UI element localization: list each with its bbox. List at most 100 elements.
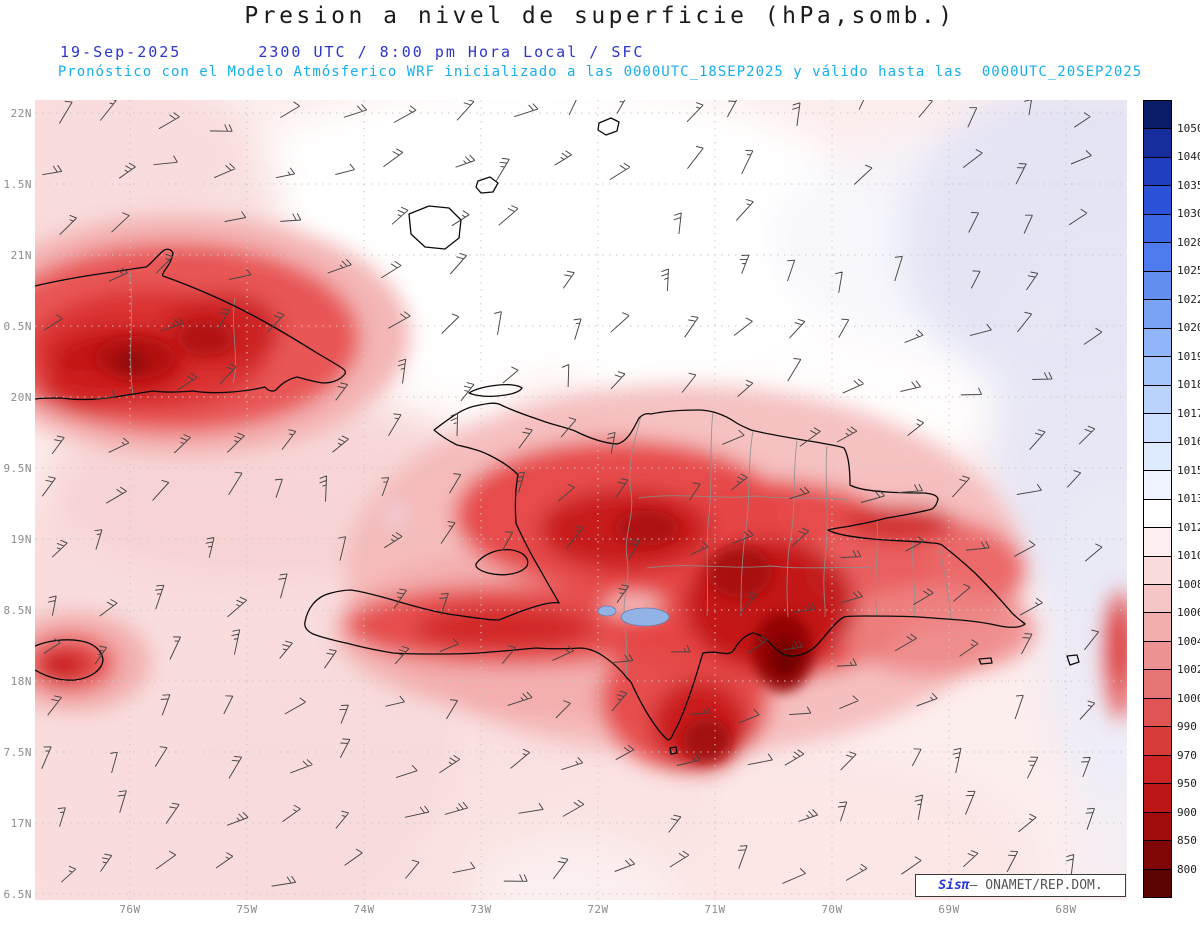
colorbar-segment — [1144, 385, 1171, 415]
lon-tick-label: 73W — [470, 903, 492, 916]
colorbar-segment — [1144, 584, 1171, 614]
colorbar-value: 1050 — [1177, 121, 1200, 135]
lon-tick-label: 76W — [119, 903, 141, 916]
lon-tick-label: 68W — [1055, 903, 1077, 916]
colorbar-value: 1013 — [1177, 492, 1200, 505]
lat-tick-label: 6.5N — [3, 888, 32, 901]
wind-barbs — [41, 100, 1103, 887]
colorbar-value: 1016 — [1177, 435, 1200, 448]
pressure-map — [35, 100, 1127, 900]
brand-separator: – — [969, 878, 986, 893]
colorbar-value: 1000 — [1177, 691, 1200, 705]
lon-tick-label: 69W — [938, 903, 960, 916]
pressure-shading-cores — [95, 320, 813, 762]
colorbar — [1143, 100, 1172, 898]
colorbar-segment — [1144, 698, 1171, 728]
colorbar-segment — [1144, 499, 1171, 529]
colorbar-segment — [1144, 755, 1171, 785]
colorbar-value: 850 — [1177, 834, 1197, 847]
colorbar-segment — [1144, 300, 1171, 329]
lat-tick-label: 0.5N — [3, 320, 32, 333]
colorbar-segment — [1144, 271, 1171, 301]
forecast-line: Pronóstico con el Modelo Atmósferico WRF… — [57, 64, 1143, 80]
colorbar-segment — [1144, 243, 1171, 272]
colorbar-segment — [1144, 129, 1171, 158]
beata-island — [669, 746, 678, 755]
colorbar-segment — [1144, 784, 1171, 813]
colorbar-segment — [1144, 556, 1171, 585]
colorbar-segment — [1144, 214, 1171, 244]
lat-tick-label: 8.5N — [3, 604, 32, 617]
gonave-island — [475, 549, 529, 576]
datetime-line: 19-Sep-2025 2300 UTC / 8:00 pm Hora Local… — [60, 43, 644, 61]
colorbar-value: 1004 — [1177, 634, 1200, 648]
lat-tick-label: 1.5N — [3, 178, 32, 191]
coastlines — [35, 117, 1080, 755]
brand-org: ONAMET/REP.DOM. — [985, 878, 1103, 893]
colorbar-value: 1018 — [1177, 378, 1200, 391]
colorbar-value: 1008 — [1177, 577, 1200, 591]
lat-tick-label: 17N — [10, 817, 32, 830]
chart-title: Presion a nivel de superficie (hPa,somb.… — [244, 3, 956, 29]
colorbar-segment — [1144, 101, 1171, 130]
brand-box: Sisπ– ONAMET/REP.DOM. — [915, 874, 1126, 897]
lakes — [597, 605, 670, 627]
turks-island — [597, 117, 620, 136]
colorbar-segment — [1144, 157, 1171, 187]
province-borders — [129, 271, 952, 679]
lon-tick-label: 70W — [821, 903, 843, 916]
colorbar-segment — [1144, 841, 1171, 870]
colorbar-segment — [1144, 869, 1171, 898]
colorbar-value: 1030 — [1177, 207, 1200, 220]
colorbar-segment — [1144, 528, 1171, 557]
colorbar-value: 1002 — [1177, 663, 1200, 676]
wind-barb-field — [41, 100, 1103, 887]
colorbar-segment — [1144, 727, 1171, 756]
lat-tick-label: 22N — [10, 107, 32, 120]
colorbar-segment — [1144, 328, 1171, 358]
colorbar-segment — [1144, 471, 1171, 500]
lat-tick-label: 21N — [10, 249, 32, 262]
colorbar-value: 1006 — [1177, 606, 1200, 619]
colorbar-segment — [1144, 812, 1171, 842]
colorbar-value: 1025 — [1177, 264, 1200, 277]
colorbar-value: 800 — [1177, 862, 1197, 876]
lat-tick-label: 19N — [10, 533, 32, 546]
great-inagua-island — [408, 205, 462, 250]
etang-saumatre — [597, 605, 617, 617]
colorbar-value: 1019 — [1177, 349, 1200, 363]
jamaica-coastline — [35, 639, 104, 681]
cuba-coastline — [35, 248, 347, 401]
mona-island — [1066, 654, 1080, 666]
lat-tick-label: 20N — [10, 391, 32, 404]
colorbar-value: 1012 — [1177, 520, 1200, 534]
colorbar-value: 970 — [1177, 748, 1197, 762]
little-inagua-island — [475, 176, 499, 194]
colorbar-value: 900 — [1177, 805, 1197, 819]
lat-tick-label: 7.5N — [3, 746, 32, 759]
time-text: 2300 UTC / 8:00 pm Hora Local / SFC — [258, 43, 645, 61]
lake-enriquillo — [620, 607, 670, 627]
lon-tick-label: 71W — [704, 903, 726, 916]
colorbar-value: 1010 — [1177, 549, 1200, 562]
colorbar-value: 1040 — [1177, 150, 1200, 163]
colorbar-value: 1035 — [1177, 178, 1200, 192]
colorbar-segment — [1144, 670, 1171, 699]
tortue-island — [468, 383, 523, 398]
date-text: 19-Sep-2025 — [60, 43, 182, 61]
saona-island — [978, 657, 993, 665]
colorbar-segment — [1144, 186, 1171, 215]
brand-name: Sisπ — [938, 878, 970, 893]
lon-tick-label: 72W — [587, 903, 609, 916]
colorbar-segment — [1144, 442, 1171, 472]
lon-tick-label: 75W — [236, 903, 258, 916]
hispaniola-coastline — [304, 402, 1026, 741]
colorbar-value: 990 — [1177, 720, 1197, 733]
colorbar-value: 950 — [1177, 777, 1197, 790]
colorbar-segment — [1144, 414, 1171, 443]
lon-tick-label: 74W — [353, 903, 375, 916]
colorbar-segment — [1144, 641, 1171, 671]
lat-tick-label: 18N — [10, 675, 32, 688]
colorbar-value: 1015 — [1177, 463, 1200, 477]
